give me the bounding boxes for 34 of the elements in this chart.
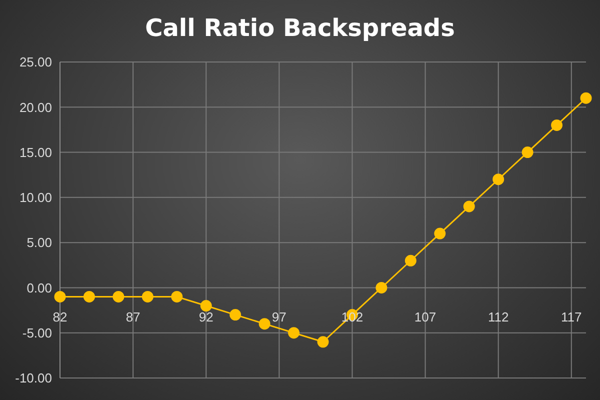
point [492,174,504,186]
point [54,290,66,302]
point [142,290,154,302]
x-tick-label: 112 [488,310,509,325]
point [376,282,388,294]
point [112,290,124,302]
point [258,318,270,330]
point [317,336,329,348]
y-tick-label: 5.00 [26,235,52,250]
x-tick-label: 107 [414,310,436,325]
point [83,290,95,302]
y-tick-label: 10.00 [19,190,52,206]
point [230,309,242,321]
x-tick-label: 117 [561,310,582,325]
y-tick-label: 15.00 [19,144,52,160]
point [434,228,446,240]
point [522,146,534,158]
point [288,327,300,339]
x-tick-label: 82 [52,310,68,325]
y-tick-label: 0.00 [26,280,52,296]
point [551,119,563,131]
y-tick-label: -5.00 [22,325,52,340]
point [463,200,475,212]
y-tick-label: -10.00 [15,370,52,386]
chart-title: Call Ratio Backspreads [144,14,456,42]
point [200,300,212,312]
y-tick-label: 25.00 [19,54,52,70]
y-tick-label: 20.00 [19,100,52,115]
x-tick-label: 97 [272,310,286,325]
point [171,290,183,302]
x-tick-label: 87 [126,310,140,325]
point [580,92,592,104]
point [404,254,416,266]
x-tick-label: 92 [198,310,214,325]
